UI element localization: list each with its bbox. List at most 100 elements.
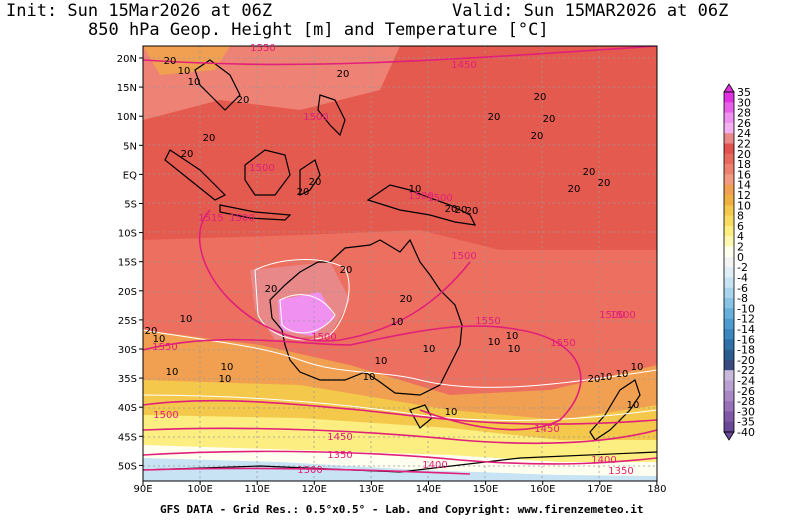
temperature-contour-label: 10 (219, 374, 232, 385)
temperature-contour-label: 20 (145, 326, 158, 337)
valid-time-title: Valid: Sun 15MAR2026 at 06Z (452, 1, 729, 21)
colorbar-swatch (724, 133, 734, 144)
colorbar-swatch (724, 267, 734, 278)
height-contour-label: 1500 (610, 310, 635, 321)
temperature-contour-label: 10 (423, 344, 436, 355)
colorbar-label: 6 (737, 220, 744, 233)
map-subtitle: 850 hPa Geop. Height [m] and Temperature… (88, 20, 549, 40)
lat-tick-label: 20S (118, 287, 137, 298)
colorbar-swatch (724, 153, 734, 165)
colorbar-swatch (724, 102, 734, 113)
lat-tick-label: 35S (118, 374, 137, 385)
colorbar-swatch (724, 174, 734, 186)
temperature-contour-label: 20 (588, 374, 601, 385)
height-contour-label: 1500 (408, 191, 433, 202)
temperature-label-group: 2010102020202020202020202020202020202010… (145, 56, 644, 418)
colorbar: 35302826242220181614121086420-2-4-6-8-10… (723, 83, 755, 441)
colorbar-label: -16 (737, 333, 755, 346)
height-contour-label: 1500 (599, 310, 624, 321)
colorbar-label: -20 (737, 354, 755, 367)
height-contour-label: 1400 (591, 455, 616, 466)
lon-tick-label: 120E (302, 484, 327, 495)
lon-tick-label: 180 (647, 484, 666, 495)
colorbar-label: -18 (737, 344, 755, 357)
height-contour-label: 1500 (451, 251, 476, 262)
height-contour-label: 1450 (451, 60, 476, 71)
height-contours (143, 46, 657, 475)
temperature-contour-label: 10 (178, 66, 191, 77)
lat-tick-label: 50S (118, 461, 137, 472)
lat-tick-label: 25S (118, 316, 137, 327)
map-plot-area (143, 46, 657, 481)
height-contour-label: 1500 (229, 213, 254, 224)
colorbar-label: 35 (737, 86, 751, 99)
longitude-labels: 90E 100E 110E 120E 130E 140E 150E 160E 170E 180 (133, 481, 666, 495)
lon-tick-label: 110E (244, 484, 269, 495)
colorbar-swatch (724, 112, 734, 124)
lat-tick-label: 45S (118, 432, 137, 443)
temperature-contour-label: 20 (466, 206, 479, 217)
colorbar-swatch (724, 370, 734, 381)
temperature-contour-label: 10 (445, 407, 458, 418)
temperature-contour-label: 20 (455, 205, 468, 216)
lon-tick-label: 150E (473, 484, 498, 495)
lat-tick-label: 40S (118, 403, 137, 414)
colorbar-label: 8 (737, 210, 744, 223)
new-zealand-coast (589, 379, 641, 441)
colorbar-label: -26 (737, 385, 755, 398)
height-contour-label: 1550 (475, 316, 500, 327)
colorbar-label: -8 (737, 292, 748, 305)
lat-tick-label: 20N (117, 54, 137, 65)
colorbar-swatch (724, 298, 734, 309)
colorbar-label: -22 (737, 364, 755, 377)
colorbar-label: 30 (737, 96, 751, 109)
colorbar-top-arrow (723, 83, 735, 93)
temperature-contour-label: 20 (445, 204, 458, 215)
colorbar-label: -28 (737, 395, 755, 408)
colorbar-swatch (724, 308, 734, 319)
temperature-contour-label: 20 (534, 92, 547, 103)
colorbar-swatch (724, 318, 734, 330)
height-contour-label: 1400 (422, 460, 447, 471)
temperature-contour-label: 20 (297, 187, 310, 198)
colorbar-label: 14 (737, 179, 751, 192)
temperature-contour-label: 10 (631, 362, 644, 373)
colorbar-swatch (724, 164, 734, 175)
height-contour-label: 1515 (198, 213, 223, 224)
sulawesi-coast (299, 159, 321, 196)
indochina-coast (194, 59, 241, 111)
temperature-contour-label: 10 (180, 314, 193, 325)
height-contour-label: 1350 (608, 466, 633, 477)
colorbar-swatch (724, 390, 734, 402)
temperature-contour-label: 10 (488, 337, 501, 348)
colorbar-swatch (724, 246, 734, 258)
colorbar-swatch (724, 184, 734, 196)
lat-tick-label: 5N (123, 141, 137, 152)
colorbar-label: 10 (737, 199, 751, 212)
colorbar-swatch (724, 236, 734, 247)
colorbar-label: -6 (737, 282, 748, 295)
temperature-contour-label: 20 (309, 177, 322, 188)
lat-tick-label: 5S (124, 200, 137, 211)
lat-tick-label: 10S (118, 229, 137, 240)
temperature-contour-label: 20 (337, 69, 350, 80)
colorbar-label: 18 (737, 158, 751, 171)
temperature-contour-label: 10 (375, 356, 388, 367)
colorbar-label: 12 (737, 189, 751, 202)
temperature-contour-label: 20 (583, 167, 596, 178)
borneo-coast (244, 149, 291, 196)
new-guinea-coast (366, 184, 477, 226)
height-contour-label: 1550 (550, 338, 575, 349)
colorbar-swatch (724, 195, 734, 206)
temperature-contour-label: 10 (616, 369, 629, 380)
temperature-contour-label: 10 (600, 372, 613, 383)
colorbar-swatch (724, 225, 734, 237)
colorbar-label: 22 (737, 138, 751, 151)
temperature-contour-label: 10 (627, 400, 640, 411)
height-contour-label: 1500 (311, 332, 336, 343)
temperature-contour-label: 20 (237, 95, 250, 106)
australia-coast (269, 238, 463, 396)
height-contour-label: 1500 (303, 112, 328, 123)
colorbar-label: 16 (737, 168, 751, 181)
